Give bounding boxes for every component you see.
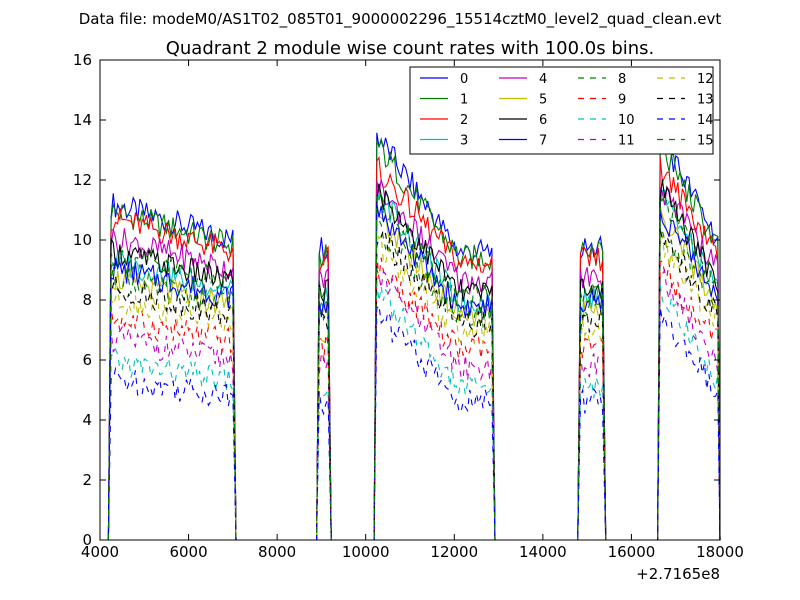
x-tick-label: 16000: [608, 543, 656, 561]
x-offset-text: +2.7165e8: [636, 565, 720, 583]
series-line-4: [107, 179, 721, 541]
legend-label-5: 5: [539, 93, 547, 108]
legend-box: [409, 66, 714, 155]
legend-label-3: 3: [460, 134, 468, 149]
legend-label-14: 14: [697, 113, 714, 128]
series-line-10: [107, 283, 721, 541]
y-tick-label: 10: [73, 231, 92, 249]
legend-label-1: 1: [460, 93, 468, 108]
x-tick-label: 4000: [81, 543, 119, 561]
y-tick-label: 4: [82, 411, 92, 429]
series-line-11: [107, 269, 721, 541]
legend-label-6: 6: [539, 113, 547, 128]
series-line-12: [107, 230, 721, 541]
series-line-13: [107, 227, 721, 541]
legend-label-11: 11: [618, 134, 635, 149]
y-tick-label: 16: [73, 51, 92, 69]
y-tick-label: 0: [82, 531, 92, 549]
y-tick-label: 6: [82, 351, 92, 369]
x-axis: 4000 6000 8000 10000 12000 14000 16000 18000: [81, 60, 744, 561]
chart-title: Quadrant 2 module wise count rates with …: [166, 38, 655, 59]
plot-lines: [107, 132, 721, 541]
series-line-15: [107, 190, 721, 541]
y-tick-label: 8: [82, 291, 92, 309]
legend-label-13: 13: [697, 93, 714, 108]
legend-label-9: 9: [618, 93, 626, 108]
series-line-8: [107, 219, 721, 541]
x-tick-label: 10000: [342, 543, 390, 561]
series-line-14: [107, 303, 721, 541]
series-line-0: [107, 132, 721, 541]
legend-label-15: 15: [697, 134, 714, 149]
legend-label-4: 4: [539, 72, 547, 87]
legend-label-10: 10: [618, 113, 635, 128]
series-line-6: [107, 179, 721, 541]
legend-label-0: 0: [460, 72, 468, 87]
series-line-9: [107, 253, 721, 541]
series-line-1: [107, 136, 721, 541]
x-tick-label: 18000: [696, 543, 744, 561]
legend-label-8: 8: [618, 72, 626, 87]
series-line-2: [107, 155, 721, 541]
x-tick-label: 6000: [169, 543, 207, 561]
x-tick-label: 14000: [519, 543, 567, 561]
y-tick-label: 12: [73, 171, 92, 189]
chart-suptitle: Data file: modeM0/AS1T02_085T01_90000022…: [79, 10, 722, 29]
y-tick-label: 2: [82, 471, 92, 489]
y-tick-label: 14: [73, 111, 92, 129]
legend-label-2: 2: [460, 113, 468, 128]
x-tick-label: 12000: [430, 543, 478, 561]
legend-label-12: 12: [697, 72, 714, 87]
legend-label-7: 7: [539, 134, 547, 149]
x-tick-label: 8000: [258, 543, 296, 561]
